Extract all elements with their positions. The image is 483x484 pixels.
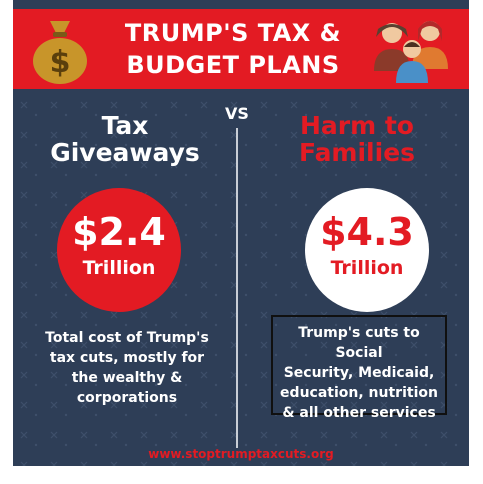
heading-line: Families	[298, 138, 416, 167]
family-icon	[374, 21, 448, 83]
harm-to-families-circle: $4.3 Trillion	[305, 188, 429, 312]
desc-line: corporations	[76, 390, 178, 406]
heading-line: Tax	[101, 111, 149, 140]
harm-to-families-heading: Harm to Families	[257, 112, 457, 166]
desc-line: tax cuts, mostly for	[49, 350, 205, 366]
desc-line: & all other services	[282, 405, 436, 421]
tax-giveaways-unit: Trillion	[82, 257, 156, 279]
center-divider	[236, 128, 238, 448]
heading-line: Harm to	[299, 111, 414, 140]
tax-giveaways-description: Total cost of Trump's tax cuts, mostly f…	[27, 328, 227, 408]
page-title: TRUMP'S TAX & BUDGET PLANS	[113, 17, 353, 81]
desc-line: Total cost of Trump's	[45, 330, 209, 346]
svg-text:$: $	[50, 45, 71, 80]
title-line-1: TRUMP'S TAX &	[124, 19, 342, 47]
website-link[interactable]: www.stoptrumptaxcuts.org	[148, 447, 334, 461]
desc-line: the wealthy &	[71, 370, 183, 386]
desc-line: Security, Medicaid,	[283, 365, 435, 381]
harm-to-families-amount: $4.3	[320, 210, 414, 254]
harm-to-families-description: Trump's cuts to Social Security, Medicai…	[271, 315, 447, 421]
title-line-2: BUDGET PLANS	[126, 51, 340, 79]
desc-line: Trump's cuts to Social	[298, 325, 420, 361]
harm-to-families-unit: Trillion	[330, 257, 404, 279]
title-banner: $ TRUMP'S TAX & BUDGET PLANS	[13, 9, 469, 89]
tax-giveaways-circle: $2.4 Trillion	[57, 188, 181, 312]
desc-line: education, nutrition	[280, 385, 438, 401]
tax-giveaways-amount: $2.4	[72, 210, 166, 254]
infographic-panel: $ TRUMP'S TAX & BUDGET PLANS VS Tax Give…	[13, 0, 469, 466]
heading-line: Giveaways	[50, 138, 200, 167]
money-bag-icon: $	[33, 21, 87, 84]
vs-label: VS	[225, 104, 249, 123]
tax-giveaways-heading: Tax Giveaways	[25, 112, 225, 166]
